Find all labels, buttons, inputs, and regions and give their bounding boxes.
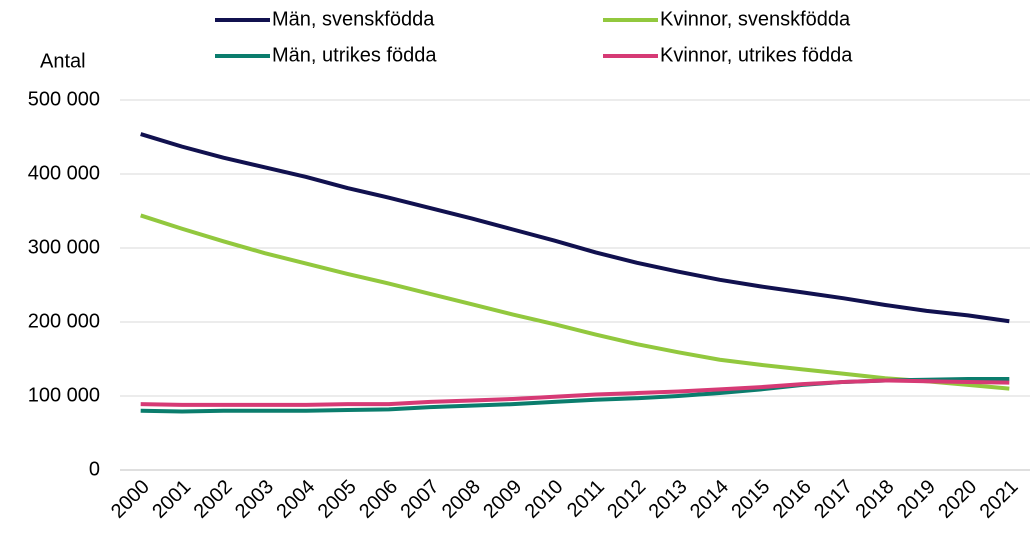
y-tick-label: 500 000 bbox=[28, 88, 100, 110]
legend-label: Kvinnor, svenskfödda bbox=[660, 8, 851, 30]
y-tick-label: 100 000 bbox=[28, 384, 100, 406]
x-tick-label: 2016 bbox=[769, 476, 816, 523]
legend-label: Män, utrikes födda bbox=[272, 44, 437, 66]
x-tick-label: 2013 bbox=[645, 476, 692, 523]
x-tick-label: 2009 bbox=[479, 476, 526, 523]
series-line bbox=[140, 132, 1010, 324]
y-tick-label: 200 000 bbox=[28, 310, 100, 332]
x-tick-label: 2000 bbox=[107, 476, 154, 523]
x-tick-label: 2004 bbox=[272, 476, 319, 523]
x-tick-label: 2012 bbox=[603, 476, 650, 523]
x-tick-label: 2006 bbox=[355, 476, 402, 523]
x-tick-label: 2018 bbox=[851, 476, 898, 523]
y-tick-label: 300 000 bbox=[28, 236, 100, 258]
x-tick-label: 2015 bbox=[727, 476, 774, 523]
x-tick-label: 2005 bbox=[314, 476, 361, 523]
y-tick-label: 0 bbox=[89, 458, 100, 480]
legend-label: Kvinnor, utrikes födda bbox=[660, 44, 853, 66]
x-tick-label: 2010 bbox=[521, 476, 568, 523]
x-tick-label: 2017 bbox=[810, 476, 857, 523]
x-tick-label: 2007 bbox=[396, 476, 443, 523]
series-line bbox=[140, 378, 1010, 407]
x-tick-label: 2008 bbox=[438, 476, 485, 523]
x-tick-label: 2011 bbox=[563, 476, 609, 522]
legend-label: Män, svenskfödda bbox=[272, 8, 435, 30]
x-tick-label: 2021 bbox=[976, 476, 1023, 523]
series-line bbox=[140, 213, 1010, 391]
x-tick-label: 2003 bbox=[231, 476, 278, 523]
x-tick-label: 2014 bbox=[686, 476, 733, 523]
x-tick-label: 2002 bbox=[190, 476, 237, 523]
x-tick-label: 2001 bbox=[148, 476, 195, 523]
y-axis-label: Antal bbox=[40, 50, 86, 72]
x-tick-label: 2020 bbox=[934, 476, 981, 523]
y-tick-label: 400 000 bbox=[28, 162, 100, 184]
x-tick-label: 2019 bbox=[893, 476, 940, 523]
